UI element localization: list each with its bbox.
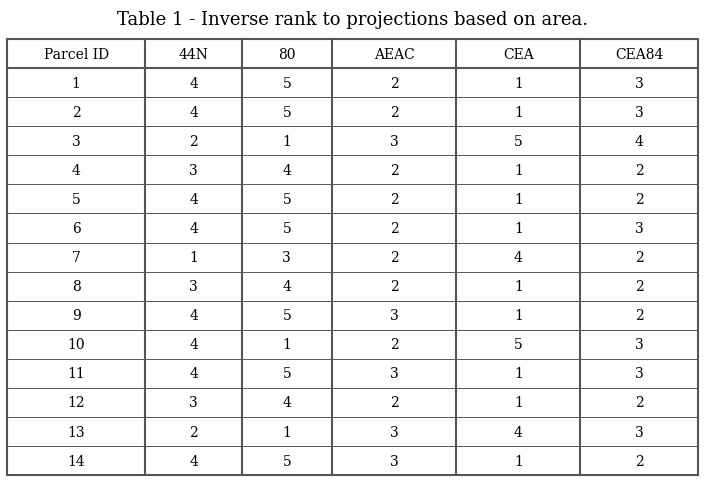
Text: 3: 3 <box>72 134 80 148</box>
Text: 4: 4 <box>189 76 198 90</box>
Text: 10: 10 <box>68 337 85 352</box>
Text: 44N: 44N <box>178 48 209 61</box>
Text: 3: 3 <box>189 164 198 178</box>
Text: 80: 80 <box>278 48 295 61</box>
Text: 1: 1 <box>514 309 522 323</box>
Text: 1: 1 <box>189 251 198 264</box>
Text: 3: 3 <box>390 367 398 381</box>
Text: 4: 4 <box>189 192 198 206</box>
Text: 3: 3 <box>634 425 644 439</box>
Text: 4: 4 <box>189 337 198 352</box>
Text: AEAC: AEAC <box>374 48 415 61</box>
Text: 1: 1 <box>514 106 522 120</box>
Text: 3: 3 <box>390 309 398 323</box>
Text: 5: 5 <box>283 106 291 120</box>
Text: 14: 14 <box>67 454 85 468</box>
Text: 3: 3 <box>390 134 398 148</box>
Text: 3: 3 <box>634 337 644 352</box>
Text: 2: 2 <box>189 425 198 439</box>
Text: 6: 6 <box>72 222 80 236</box>
Text: 2: 2 <box>72 106 80 120</box>
Text: 1: 1 <box>283 134 291 148</box>
Text: 9: 9 <box>72 309 80 323</box>
Text: 5: 5 <box>514 337 522 352</box>
Text: 4: 4 <box>514 425 522 439</box>
Text: 5: 5 <box>283 454 291 468</box>
Text: 3: 3 <box>283 251 291 264</box>
Text: 3: 3 <box>189 279 198 294</box>
Text: Parcel ID: Parcel ID <box>44 48 109 61</box>
Text: 2: 2 <box>634 251 644 264</box>
Text: 4: 4 <box>283 279 291 294</box>
Text: 3: 3 <box>390 454 398 468</box>
Text: 5: 5 <box>283 76 291 90</box>
Text: 2: 2 <box>634 279 644 294</box>
Text: 7: 7 <box>72 251 80 264</box>
Text: 2: 2 <box>390 222 398 236</box>
Text: 3: 3 <box>189 396 198 409</box>
Text: 4: 4 <box>514 251 522 264</box>
Text: 2: 2 <box>390 106 398 120</box>
Text: 1: 1 <box>514 454 522 468</box>
Text: 1: 1 <box>514 164 522 178</box>
Text: 4: 4 <box>189 106 198 120</box>
Text: 1: 1 <box>514 367 522 381</box>
Text: 2: 2 <box>390 279 398 294</box>
Text: 1: 1 <box>283 425 291 439</box>
Text: 13: 13 <box>68 425 85 439</box>
Text: 11: 11 <box>67 367 85 381</box>
Text: 2: 2 <box>634 454 644 468</box>
Text: 4: 4 <box>189 222 198 236</box>
Text: 1: 1 <box>514 222 522 236</box>
Text: 1: 1 <box>72 76 80 90</box>
Text: 5: 5 <box>283 192 291 206</box>
Text: 5: 5 <box>72 192 80 206</box>
Text: 3: 3 <box>390 425 398 439</box>
Text: 2: 2 <box>634 309 644 323</box>
Text: 2: 2 <box>390 337 398 352</box>
Text: 5: 5 <box>283 367 291 381</box>
Text: 3: 3 <box>634 76 644 90</box>
Text: 1: 1 <box>283 337 291 352</box>
Text: 12: 12 <box>68 396 85 409</box>
Text: 4: 4 <box>189 367 198 381</box>
Text: 4: 4 <box>189 309 198 323</box>
Text: 2: 2 <box>390 76 398 90</box>
Text: Table 1 - Inverse rank to projections based on area.: Table 1 - Inverse rank to projections ba… <box>117 11 588 29</box>
Text: 5: 5 <box>283 222 291 236</box>
Text: 8: 8 <box>72 279 80 294</box>
Text: 2: 2 <box>189 134 198 148</box>
Text: 1: 1 <box>514 76 522 90</box>
Text: 4: 4 <box>72 164 80 178</box>
Text: 1: 1 <box>514 396 522 409</box>
Text: 2: 2 <box>390 192 398 206</box>
Text: 2: 2 <box>634 192 644 206</box>
Text: 3: 3 <box>634 367 644 381</box>
Text: CEA: CEA <box>503 48 534 61</box>
Text: 4: 4 <box>283 164 291 178</box>
Text: 5: 5 <box>514 134 522 148</box>
Text: 4: 4 <box>189 454 198 468</box>
Text: 2: 2 <box>390 164 398 178</box>
Text: 3: 3 <box>634 222 644 236</box>
Text: 1: 1 <box>514 192 522 206</box>
Text: 1: 1 <box>514 279 522 294</box>
Text: 5: 5 <box>283 309 291 323</box>
Text: 4: 4 <box>634 134 644 148</box>
Text: 2: 2 <box>390 251 398 264</box>
Text: 4: 4 <box>283 396 291 409</box>
Text: CEA84: CEA84 <box>615 48 663 61</box>
Text: 3: 3 <box>634 106 644 120</box>
Text: 2: 2 <box>634 164 644 178</box>
Text: 2: 2 <box>390 396 398 409</box>
Text: 2: 2 <box>634 396 644 409</box>
